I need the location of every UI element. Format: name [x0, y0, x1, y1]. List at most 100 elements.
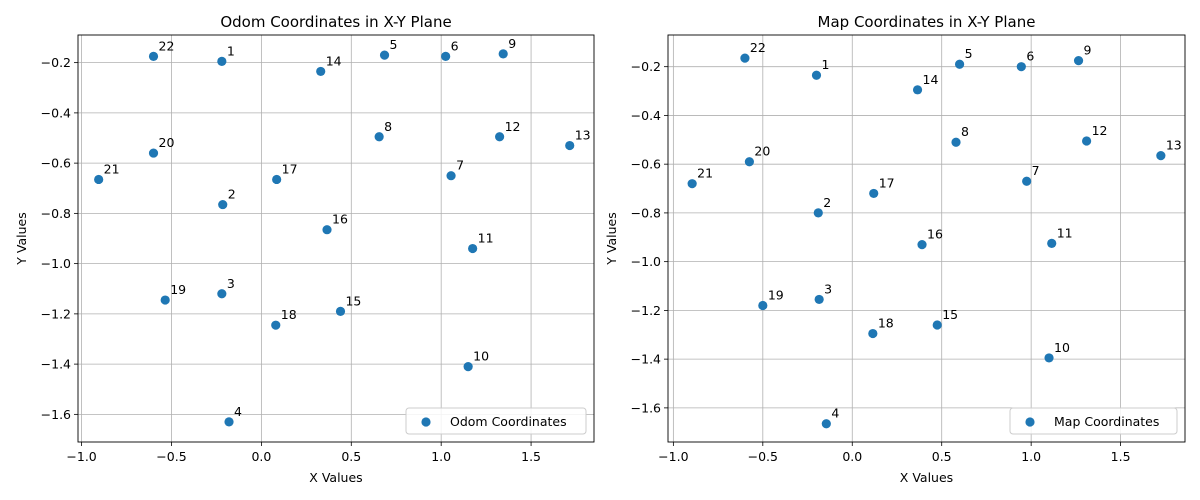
- data-point-4: [821, 419, 831, 429]
- legend: Map Coordinates: [1009, 407, 1178, 435]
- point-label-20: 20: [754, 144, 770, 159]
- data-point-7: [1022, 176, 1032, 186]
- data-point-15: [932, 320, 942, 330]
- chart-panel-1: −1.0 −0.5 0.0 0.5 1.0 1.5 −1.6 −1.4 −1.2 −1.0 −0.8…: [14, 13, 595, 485]
- x-tick-label: 1.5: [521, 449, 541, 464]
- y-tick-label: −0.6: [41, 156, 71, 171]
- point-label-18: 18: [281, 307, 297, 322]
- y-tick-label: −0.4: [41, 105, 71, 120]
- x-tick-label: −0.5: [156, 449, 186, 464]
- data-point-19: [160, 295, 170, 305]
- data-point-14: [912, 85, 923, 95]
- data-point-21: [687, 179, 697, 189]
- legend-box: [1009, 407, 1178, 435]
- point-label-19: 19: [768, 288, 784, 303]
- point-label-15: 15: [345, 293, 361, 308]
- y-axis-label: Y Values: [604, 212, 619, 265]
- data-point-18: [868, 328, 878, 339]
- data-point-12: [1082, 136, 1092, 146]
- chart-title: Map Coordinates in X-Y Plane: [818, 13, 1036, 31]
- x-tick-label: 0.0: [842, 449, 862, 464]
- x-tick-label: 1.0: [1021, 449, 1041, 464]
- y-tick-label: −1.4: [631, 352, 661, 367]
- x-tick-label: 1.5: [1111, 449, 1131, 464]
- point-label-4: 4: [234, 404, 242, 419]
- data-point-15: [335, 306, 346, 316]
- x-axis-label: X Values: [900, 470, 953, 485]
- data-point-5: [379, 50, 390, 60]
- data-point-22: [740, 53, 750, 63]
- data-point-11: [468, 243, 478, 254]
- data-point-1: [811, 70, 822, 80]
- point-label-16: 16: [927, 227, 943, 242]
- data-point-20: [148, 148, 159, 158]
- data-point-11: [1047, 238, 1057, 248]
- data-point-3: [814, 294, 824, 305]
- point-label-18: 18: [878, 316, 894, 331]
- axes-frame: [667, 34, 1186, 443]
- legend-marker: [1025, 417, 1035, 427]
- chart-panel-2: −1.0 −0.5 0.0 0.5 1.0 1.5 −1.6 −1.4 −1.2 −1.0 −0.8…: [604, 13, 1186, 485]
- data-point-6: [441, 51, 451, 61]
- data-point-17: [869, 188, 879, 199]
- x-tick-label: −1.0: [658, 449, 688, 464]
- point-label-12: 12: [1092, 123, 1108, 138]
- legend-label: Odom Coordinates: [450, 414, 567, 429]
- data-point-3: [217, 289, 227, 299]
- y-tick-label: −1.4: [41, 357, 71, 372]
- x-tick-label: 0.5: [341, 449, 361, 464]
- x-tick-label: 0.5: [932, 449, 952, 464]
- point-label-2: 2: [228, 187, 236, 202]
- point-label-11: 11: [1057, 225, 1073, 240]
- data-point-13: [1156, 151, 1166, 161]
- point-label-6: 6: [451, 38, 459, 53]
- point-label-1: 1: [227, 43, 235, 58]
- point-label-9: 9: [508, 36, 516, 51]
- point-label-4: 4: [831, 406, 839, 421]
- data-point-17: [272, 174, 282, 185]
- y-tick-label: −1.6: [631, 400, 661, 415]
- point-label-17: 17: [879, 175, 895, 190]
- data-point-2: [218, 199, 228, 210]
- point-label-7: 7: [456, 158, 464, 173]
- data-point-1: [217, 56, 227, 66]
- x-tick-label: −1.0: [66, 449, 96, 464]
- point-label-14: 14: [326, 53, 342, 68]
- point-label-15: 15: [942, 307, 958, 322]
- point-label-5: 5: [390, 37, 398, 52]
- point-label-3: 3: [824, 281, 832, 296]
- legend-marker: [421, 417, 431, 427]
- data-point-10: [463, 362, 473, 372]
- y-tick-label: −1.2: [41, 306, 71, 321]
- x-axis-label: X Values: [309, 470, 362, 485]
- data-point-5: [954, 59, 965, 69]
- data-point-20: [744, 157, 754, 167]
- data-point-10: [1044, 353, 1054, 363]
- point-label-7: 7: [1032, 163, 1040, 178]
- point-label-22: 22: [159, 38, 175, 53]
- data-point-16: [322, 225, 332, 235]
- point-label-6: 6: [1026, 49, 1034, 64]
- y-tick-label: −0.2: [41, 55, 71, 70]
- data-point-18: [271, 320, 281, 330]
- data-point-9: [1073, 55, 1084, 66]
- x-tick-label: −0.5: [748, 449, 778, 464]
- y-tick-label: −1.2: [631, 303, 661, 318]
- point-label-10: 10: [1054, 340, 1070, 355]
- point-label-2: 2: [823, 195, 831, 210]
- y-tick-label: −0.2: [631, 59, 661, 74]
- point-label-20: 20: [159, 135, 175, 150]
- data-point-12: [495, 132, 505, 142]
- point-label-22: 22: [750, 40, 766, 55]
- data-point-6: [1016, 62, 1026, 72]
- data-point-7: [446, 171, 456, 181]
- data-point-4: [224, 417, 234, 427]
- point-label-10: 10: [473, 349, 489, 364]
- chart-title: Odom Coordinates in X-Y Plane: [220, 13, 451, 31]
- point-label-16: 16: [332, 212, 348, 227]
- point-label-8: 8: [961, 124, 969, 139]
- point-label-19: 19: [170, 282, 186, 297]
- legend-box: [405, 407, 587, 435]
